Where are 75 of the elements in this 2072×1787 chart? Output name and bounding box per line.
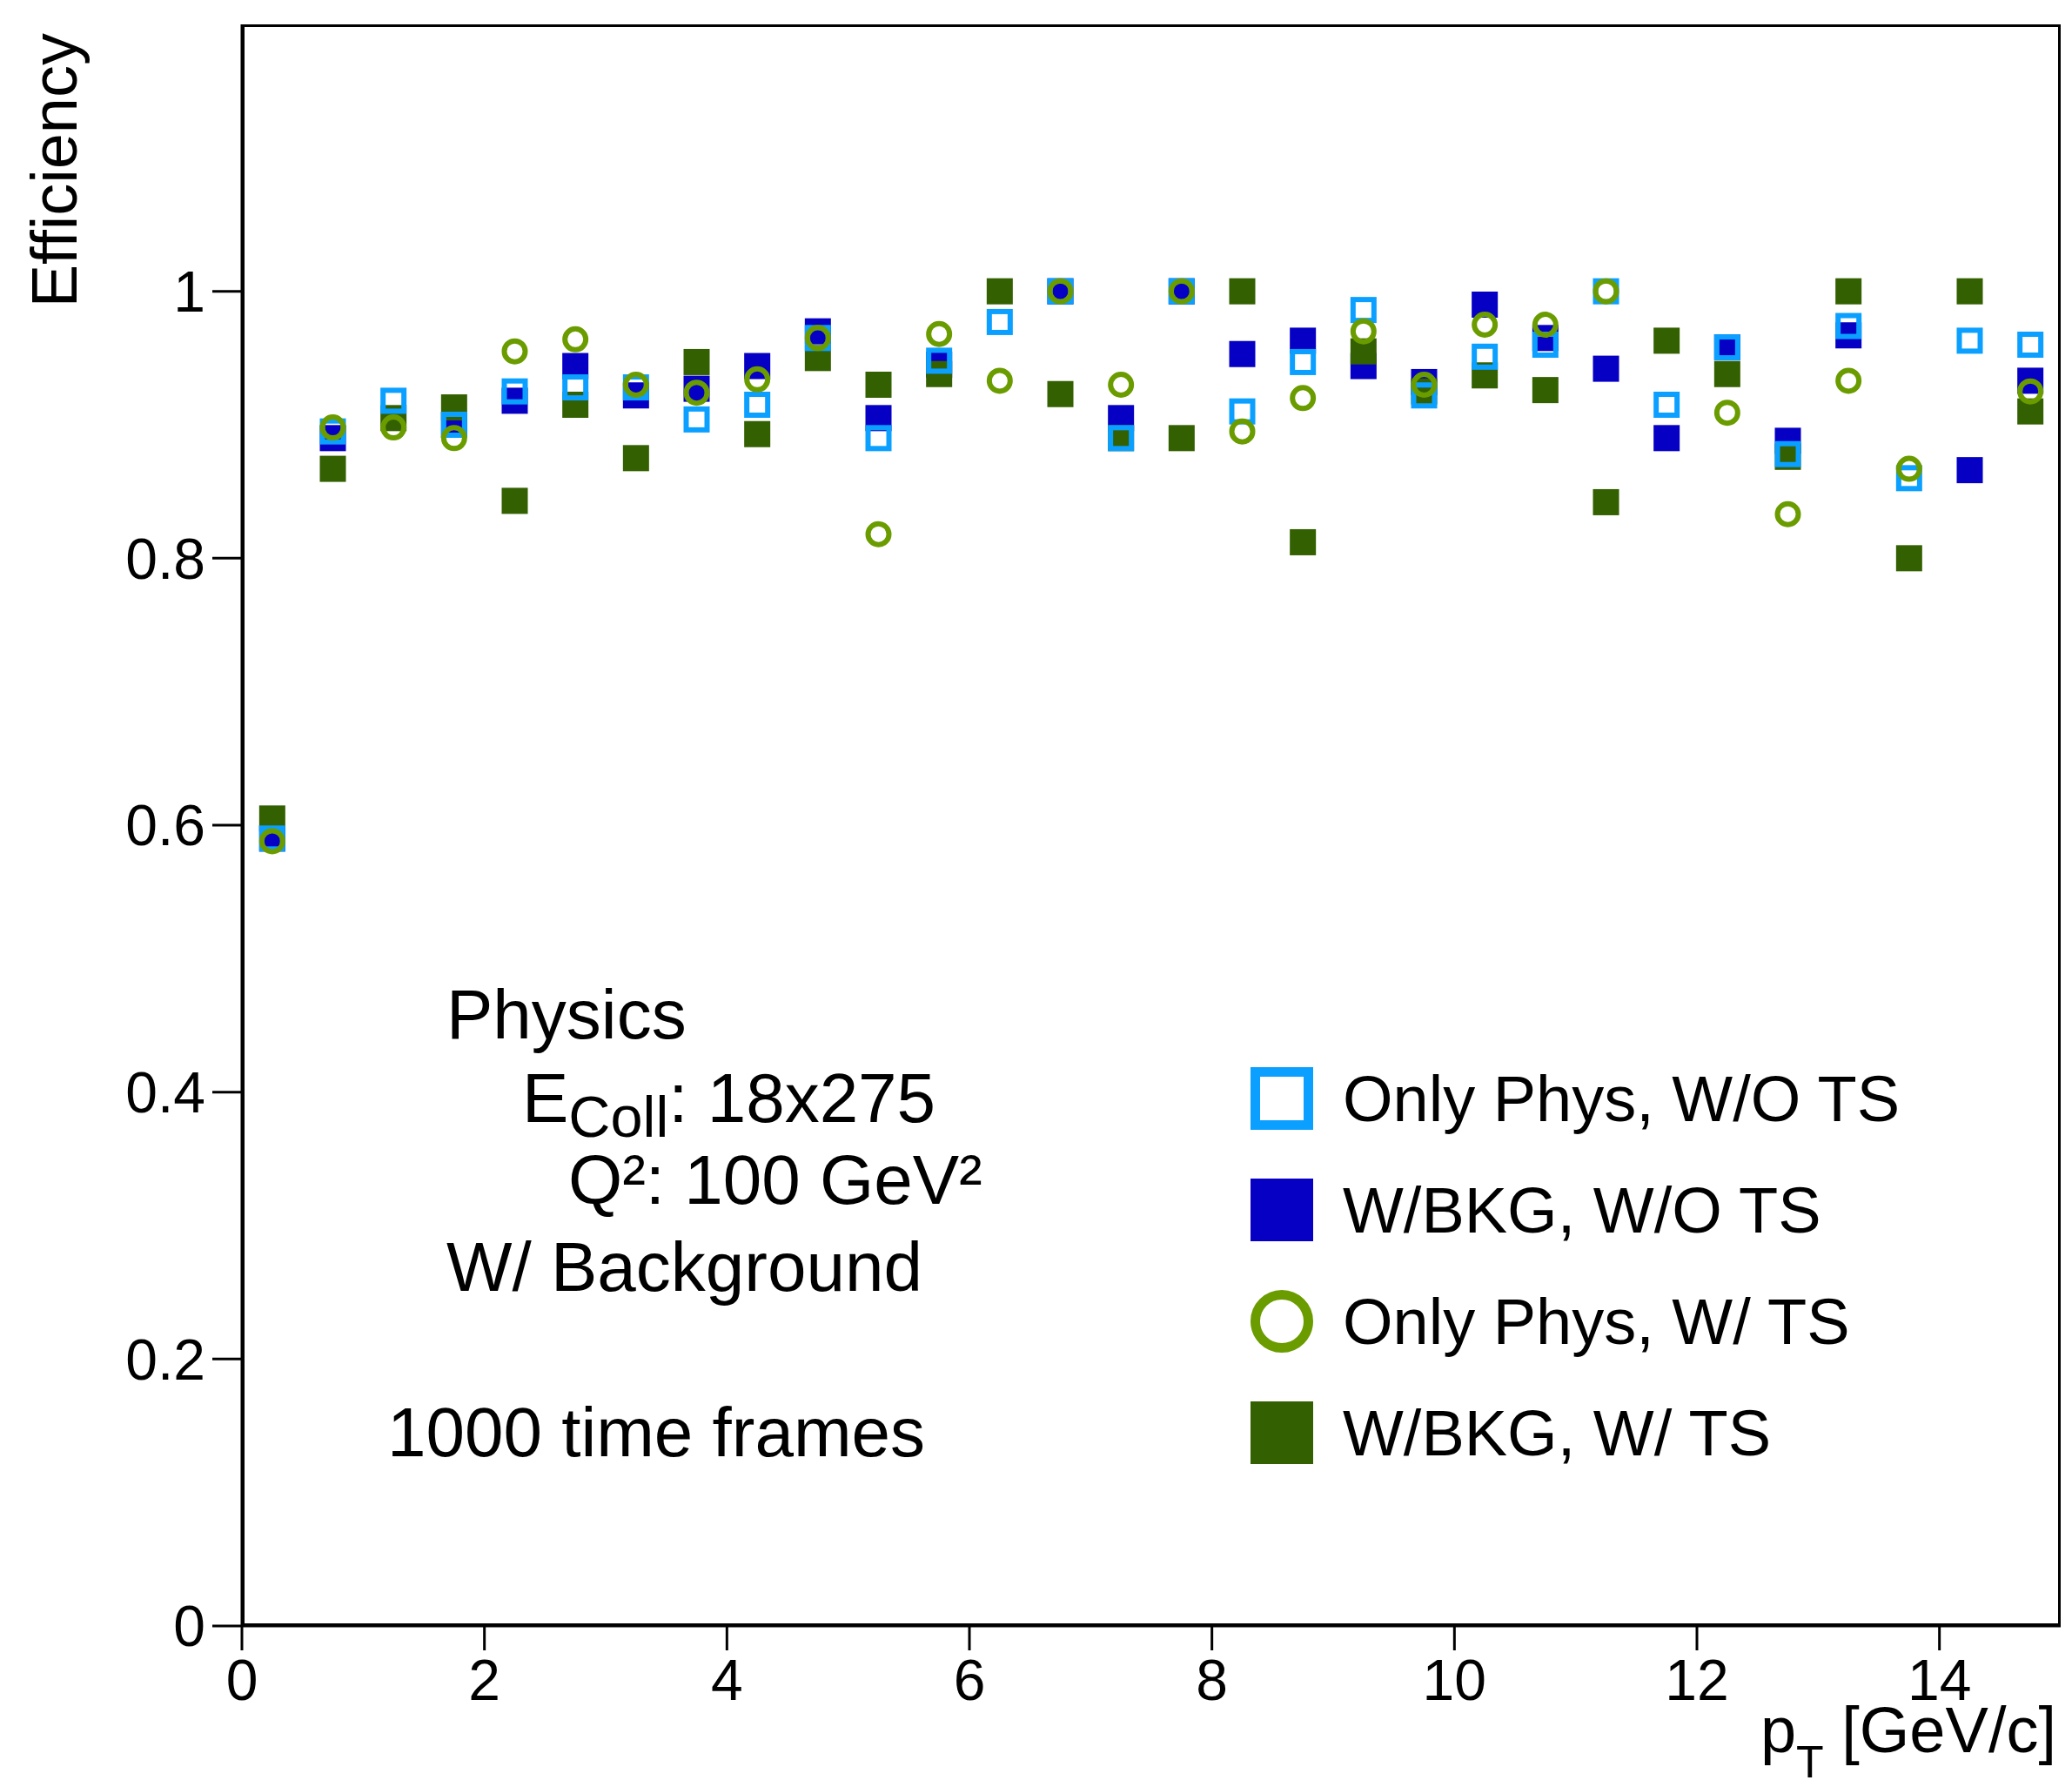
point [319,455,346,482]
point [865,372,892,398]
x-tick-label: 10 [1422,1647,1487,1712]
point [380,387,407,414]
point [1047,380,1074,407]
point [1229,340,1256,367]
point [440,425,467,452]
point [1290,385,1317,412]
point [501,378,528,405]
point [744,366,771,393]
point [1593,488,1619,515]
annotation: W/ Background [446,1227,922,1307]
y-axis-title: Efficiency [18,33,91,308]
point [1532,377,1559,404]
point [622,445,649,472]
point [1350,318,1377,345]
x-tick-label: 2 [468,1647,501,1712]
y-tick-label: 0.4 [125,1060,205,1125]
point [1835,367,1862,394]
point [1532,312,1559,338]
point [1713,360,1740,387]
point [1956,457,1983,484]
point [1956,327,1983,354]
point [1108,372,1135,398]
point [1593,355,1619,382]
x-tick-label: 6 [953,1647,986,1712]
y-tick-label: 0.8 [125,526,205,591]
point [501,338,528,365]
legend-label: W/BKG, W/O TS [1343,1172,1821,1247]
point [380,414,407,441]
point [1774,500,1801,527]
y-tick-label: 1 [173,259,205,325]
point [1956,278,1983,305]
point [865,425,892,452]
legend-label: Only Phys, W/O TS [1343,1061,1901,1136]
x-tick-label: 12 [1665,1647,1729,1712]
point [683,348,710,375]
y-tick-label: 0.2 [125,1327,205,1392]
point [562,374,589,401]
point [1653,425,1680,452]
annotation: 1000 time frames [387,1393,926,1473]
point [926,320,953,347]
point [1472,343,1499,370]
point [1653,392,1680,418]
point [2017,378,2044,405]
point [1229,418,1256,445]
y-tick-label: 0 [173,1594,205,1659]
point [1895,545,1922,572]
point [501,487,528,514]
point [1653,327,1680,354]
point [1713,400,1740,427]
y-tick-label: 0.6 [125,793,205,858]
point [744,420,771,447]
point [683,406,710,433]
x-tick-label: 8 [1196,1647,1229,1712]
annotation: Physics [446,975,687,1055]
point [1472,312,1499,338]
point [1168,425,1195,452]
point [562,326,589,353]
point [1835,278,1862,305]
point [986,367,1013,394]
point [1895,455,1922,482]
point [1229,278,1256,305]
x-tick-label: 0 [225,1647,258,1712]
point [1835,312,1862,339]
point [2017,332,2044,358]
point [986,278,1013,305]
point [1290,528,1317,555]
x-tick-label: 4 [710,1647,743,1712]
legend-label: Only Phys, W/ TS [1343,1284,1850,1359]
point [865,521,892,548]
point [986,308,1013,335]
point [1290,348,1317,375]
legend-label: W/BKG, W/ TS [1343,1395,1771,1470]
point [744,392,771,418]
